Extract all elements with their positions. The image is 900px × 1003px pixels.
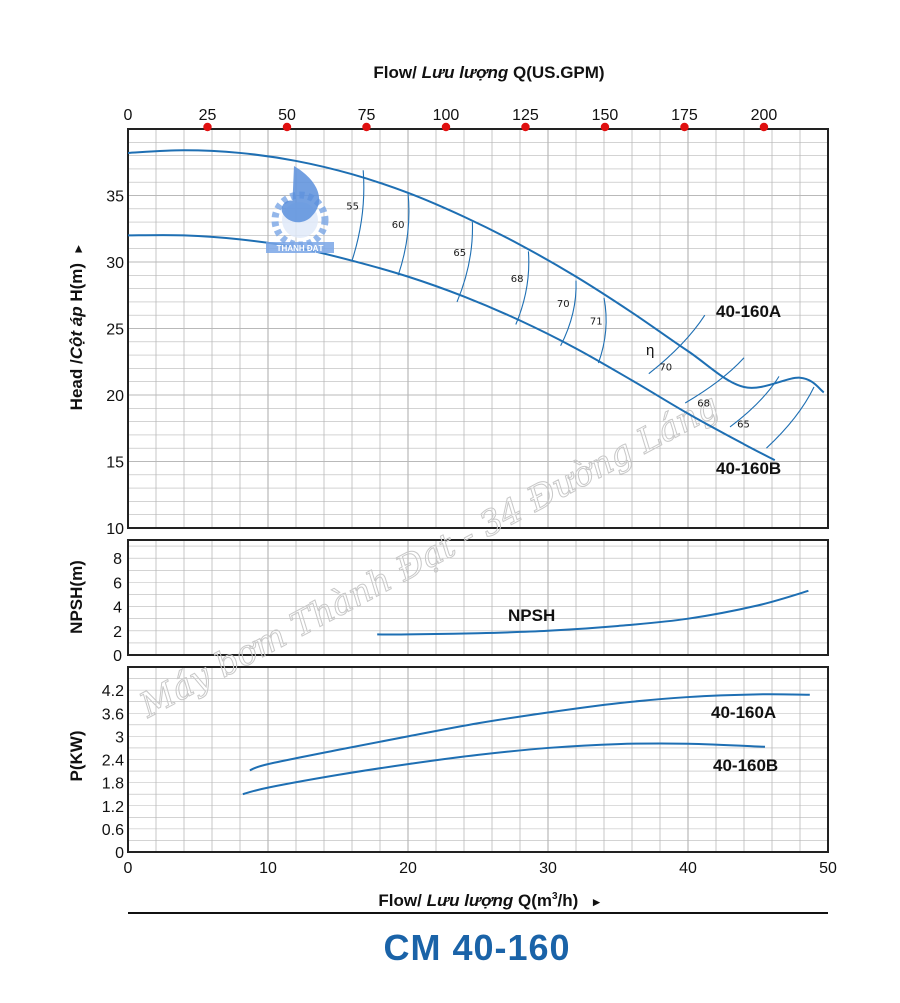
power-series-label-a: 40-160A [711,703,776,722]
head-tick-label: 20 [106,388,124,405]
head-tick-label: 35 [106,189,124,206]
head-axis-title: Head /Cột áp H(m) ▸ [67,244,86,410]
npsh-tick-label: 2 [113,624,122,641]
power-tick-label: 3 [115,729,124,746]
gpm-tick-dot [441,122,451,132]
npsh-tick-label: 4 [113,600,122,617]
logo-text: THANH ĐẠT [277,244,324,253]
top-tick-label: 75 [358,107,376,124]
top-axis-title: Flow/ Lưu lượng Q(US.GPM) [373,63,604,82]
gpm-tick-dot [521,122,530,132]
watermark-text: Máy bơm Thành Đạt - 34 Đường Láng [133,386,726,727]
gpm-tick-dot [362,122,371,132]
efficiency-contour [729,376,780,428]
head-series-label-a: 40-160A [716,302,781,321]
efficiency-label: 55 [346,201,359,212]
chart-title: CM 40-160 [383,927,570,968]
head-tick-label: 15 [106,455,124,472]
head-axis-arrow-icon: ▸ [70,244,85,253]
efficiency-label: 71 [590,316,603,327]
efficiency-label: 70 [659,362,672,373]
power-axis-title: P(KW) [67,731,86,782]
efficiency-contour [515,251,530,325]
efficiency-eta-label: η [646,342,654,359]
bottom-tick-label: 10 [259,860,277,877]
head-panel-frame [127,128,829,529]
bottom-tick-label: 0 [124,860,133,877]
efficiency-label: 65 [453,248,466,259]
efficiency-contour [560,280,577,347]
efficiency-label: 65 [737,420,750,431]
gpm-tick-dot [680,122,689,132]
gpm-tick-markers [203,122,769,132]
efficiency-label: 68 [697,398,710,409]
efficiency-contour [597,297,607,364]
water-drop-icon [281,166,320,223]
efficiency-contour [456,222,474,303]
gpm-tick-dot [282,122,292,132]
top-tick-label: 50 [278,107,296,124]
bottom-tick-label: 20 [399,860,417,877]
bottom-tick-label: 30 [539,860,557,877]
head-curve-40-160a [127,149,825,394]
curves [127,149,825,796]
gpm-tick-dot [759,122,769,132]
company-logo: THANH ĐẠT [266,166,334,253]
bottom-axis-title: Flow/ Lưu lượng Q(m3/h) ▸ [378,891,601,910]
top-tick-label: 125 [512,107,539,124]
power-series-label-b: 40-160B [713,756,778,775]
head-tick-label: 10 [106,521,124,538]
efficiency-label: 68 [511,274,524,285]
top-tick-label: 200 [751,107,778,124]
npsh-tick-label: 0 [113,648,122,665]
npsh-axis-title: NPSH(m) [67,560,86,634]
npsh-tick-label: 8 [113,551,122,568]
bottom-axis-arrow-icon: ▸ [592,894,601,909]
power-panel-frame [127,666,829,853]
npsh-series-label: NPSH [508,606,555,625]
efficiency-contour [397,192,410,276]
efficiency-contour [351,170,365,261]
efficiency-contour [766,386,815,449]
top-tick-label: 25 [199,107,217,124]
top-tick-label: 100 [433,107,460,124]
head-series-label-b: 40-160B [716,459,781,478]
head-curve-40-160b [127,234,776,462]
bottom-tick-label: 50 [819,860,837,877]
panel-frames [127,128,829,853]
head-tick-label: 25 [106,322,124,339]
npsh-tick-label: 6 [113,575,122,592]
power-curve-40-160b [242,742,766,796]
efficiency-label: 70 [557,299,570,310]
head-tick-label: 30 [106,255,124,272]
power-tick-label: 0 [115,845,124,862]
gpm-tick-dot [600,122,610,132]
grid [128,129,828,852]
top-tick-label: 150 [592,107,619,124]
power-tick-label: 3.6 [102,706,124,723]
power-tick-label: 1.2 [102,799,124,816]
power-curve-40-160a [249,693,810,772]
power-tick-label: 2.4 [102,753,124,770]
gpm-tick-dot [203,122,212,132]
top-tick-label: 175 [671,107,698,124]
power-tick-label: 0.6 [102,822,124,839]
npsh-panel-frame [127,539,829,656]
series-labels: 55 60 65 68 70 71 70 68 65 η 40-160A 40-160B NPSH 40-… [346,201,781,775]
power-tick-label: 4.2 [102,683,124,700]
efficiency-contour [684,357,745,404]
efficiency-label: 60 [392,220,405,231]
npsh-curve-npsh [377,589,809,636]
efficiency-contour [648,314,706,375]
bottom-tick-label: 40 [679,860,697,877]
top-tick-label: 0 [124,107,133,124]
power-tick-label: 1.8 [102,776,124,793]
